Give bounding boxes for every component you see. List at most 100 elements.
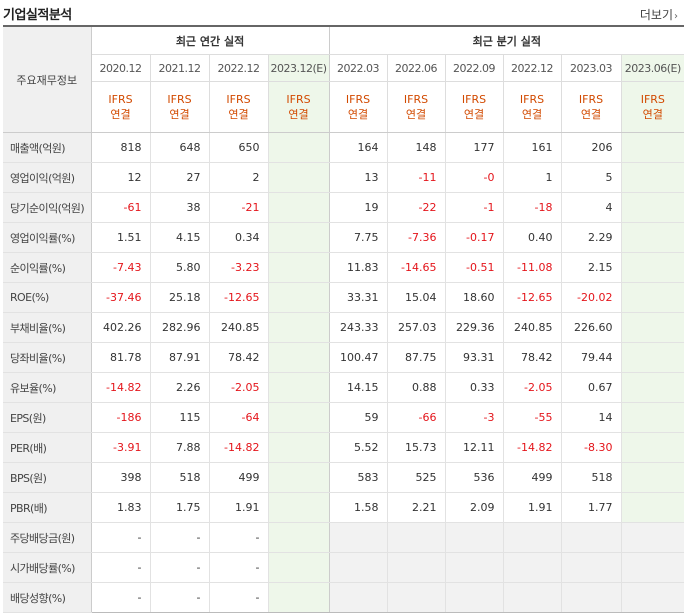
period-annual-1: 2021.12 [149, 54, 209, 82]
cell-quarter-3: 240.85 [502, 312, 562, 343]
cell-quarter-1 [386, 522, 446, 553]
cell-annual-2: 499 [208, 462, 268, 493]
cell-quarter-0: 13 [328, 162, 388, 193]
cell-quarter-1: 0.88 [386, 372, 446, 403]
cell-annual-2: - [208, 552, 268, 583]
table-row: 시가배당률(%) - - - [3, 552, 684, 583]
period-quarter-3: 2022.12 [502, 54, 562, 82]
chevron-right-icon: › [674, 11, 678, 22]
cell-quarter-3: 1.91 [502, 492, 562, 523]
cell-quarter-3: 499 [502, 462, 562, 493]
cell-quarter-4: -20.02 [560, 282, 622, 313]
cell-quarter-4: 206 [560, 132, 622, 163]
table-row: PER(배) -3.91 7.88 -14.82 5.52 15.73 12.11 -14.8… [3, 432, 684, 463]
cell-annual-3 [267, 552, 330, 583]
annual-group-header: 최근 연간 실적 [91, 25, 330, 55]
cell-annual-0: - [90, 522, 150, 553]
ifrs-line2: 연결 [347, 108, 369, 121]
cell-quarter-5 [620, 432, 684, 463]
ifrs-line2: 연결 [169, 108, 190, 121]
cell-quarter-1: -22 [386, 192, 446, 223]
ifrs-line1: IFRS [345, 93, 371, 106]
row-label: ROE(%) [3, 282, 92, 313]
cell-quarter-5 [620, 582, 684, 613]
cell-quarter-0: 5.52 [328, 432, 388, 463]
cell-quarter-5 [620, 402, 684, 433]
cell-annual-3 [267, 582, 330, 613]
cell-quarter-5 [620, 192, 684, 223]
ifrs-row: IFRS 연결 IFRS 연결 IFRS 연결 IFRS 연결 IFRS 연결 IFRS 연결 IFRS… [3, 81, 684, 133]
cell-quarter-3: -2.05 [502, 372, 562, 403]
period-quarter-2: 2022.09 [444, 54, 504, 82]
cell-quarter-0: 164 [328, 132, 388, 163]
table-row: 순이익률(%) -7.43 5.80 -3.23 11.83 -14.65 -0.51 -11… [3, 252, 684, 283]
cell-quarter-3: -12.65 [502, 282, 562, 313]
table-row: 매출액(억원) 818 648 650 164 148 177 161 206 [3, 132, 684, 163]
cell-quarter-5 [620, 522, 684, 553]
cell-annual-1: - [149, 582, 209, 613]
row-label: 영업이익률(%) [3, 222, 92, 253]
ifrs-line1: IFRS [286, 93, 311, 106]
cell-annual-1: 518 [149, 462, 209, 493]
cell-annual-3 [267, 402, 330, 433]
cell-annual-2: -12.65 [208, 282, 268, 313]
cell-annual-2: 0.34 [208, 222, 268, 253]
cell-quarter-0: 1.58 [328, 492, 388, 523]
cell-quarter-5 [620, 282, 684, 313]
more-link[interactable]: 더보기› [640, 6, 678, 23]
cell-quarter-3: 78.42 [502, 342, 562, 373]
cell-quarter-5 [620, 132, 684, 163]
table-row: 당좌비율(%) 81.78 87.91 78.42 100.47 87.75 93.31 78… [3, 342, 684, 373]
cell-quarter-2: 2.09 [444, 492, 504, 523]
cell-quarter-0: 243.33 [328, 312, 388, 343]
ifrs-label: IFRS 연결 [502, 81, 562, 133]
cell-quarter-2: 18.60 [444, 282, 504, 313]
table-row: 부채비율(%) 402.26 282.96 240.85 243.33 257.03 229… [3, 312, 684, 343]
cell-quarter-1: -66 [386, 402, 446, 433]
cell-quarter-3: 0.40 [502, 222, 562, 253]
cell-quarter-3 [502, 522, 562, 553]
cell-quarter-2: 229.36 [444, 312, 504, 343]
cell-annual-0: 402.26 [90, 312, 150, 343]
cell-annual-1: 5.80 [149, 252, 209, 283]
cell-quarter-3: -55 [502, 402, 562, 433]
cell-quarter-2: 12.11 [444, 432, 504, 463]
ifrs-line2: 연결 [110, 108, 131, 121]
ifrs-line2: 연결 [521, 108, 543, 121]
cell-quarter-1: 525 [386, 462, 446, 493]
ifrs-line1: IFRS [167, 93, 192, 106]
cell-annual-0: -3.91 [90, 432, 150, 463]
cell-quarter-1 [386, 582, 446, 613]
table-row: 주당배당금(원) - - - [3, 522, 684, 553]
cell-quarter-4: -8.30 [560, 432, 622, 463]
cell-quarter-2: -3 [444, 402, 504, 433]
cell-annual-2: -14.82 [208, 432, 268, 463]
cell-quarter-4: 2.29 [560, 222, 622, 253]
section-title: 기업실적분석 [3, 8, 72, 23]
cell-annual-2: -64 [208, 402, 268, 433]
ifrs-line2: 연결 [288, 108, 309, 121]
cell-annual-3 [267, 192, 330, 223]
cell-annual-3 [267, 222, 330, 253]
cell-quarter-1: 15.73 [386, 432, 446, 463]
ifrs-label: IFRS 연결 [90, 81, 150, 133]
row-label: BPS(원) [3, 462, 92, 493]
cell-annual-2: -21 [208, 192, 268, 223]
cell-annual-1: 87.91 [149, 342, 209, 373]
cell-annual-2: - [208, 522, 268, 553]
cell-quarter-3 [502, 582, 562, 613]
cell-annual-0: -186 [90, 402, 150, 433]
cell-annual-2: 1.91 [208, 492, 268, 523]
cell-annual-1: 648 [149, 132, 209, 163]
cell-quarter-1: 87.75 [386, 342, 446, 373]
cell-annual-1: 27 [149, 162, 209, 193]
cell-annual-0: 12 [90, 162, 150, 193]
row-label: 매출액(억원) [3, 132, 92, 163]
row-label: PBR(배) [3, 492, 92, 523]
ifrs-line2: 연결 [580, 108, 602, 121]
cell-annual-0: 81.78 [90, 342, 150, 373]
cell-annual-3 [267, 462, 330, 493]
cell-annual-3 [267, 252, 330, 283]
cell-quarter-4: 4 [560, 192, 622, 223]
period-quarter-0: 2022.03 [328, 54, 388, 82]
